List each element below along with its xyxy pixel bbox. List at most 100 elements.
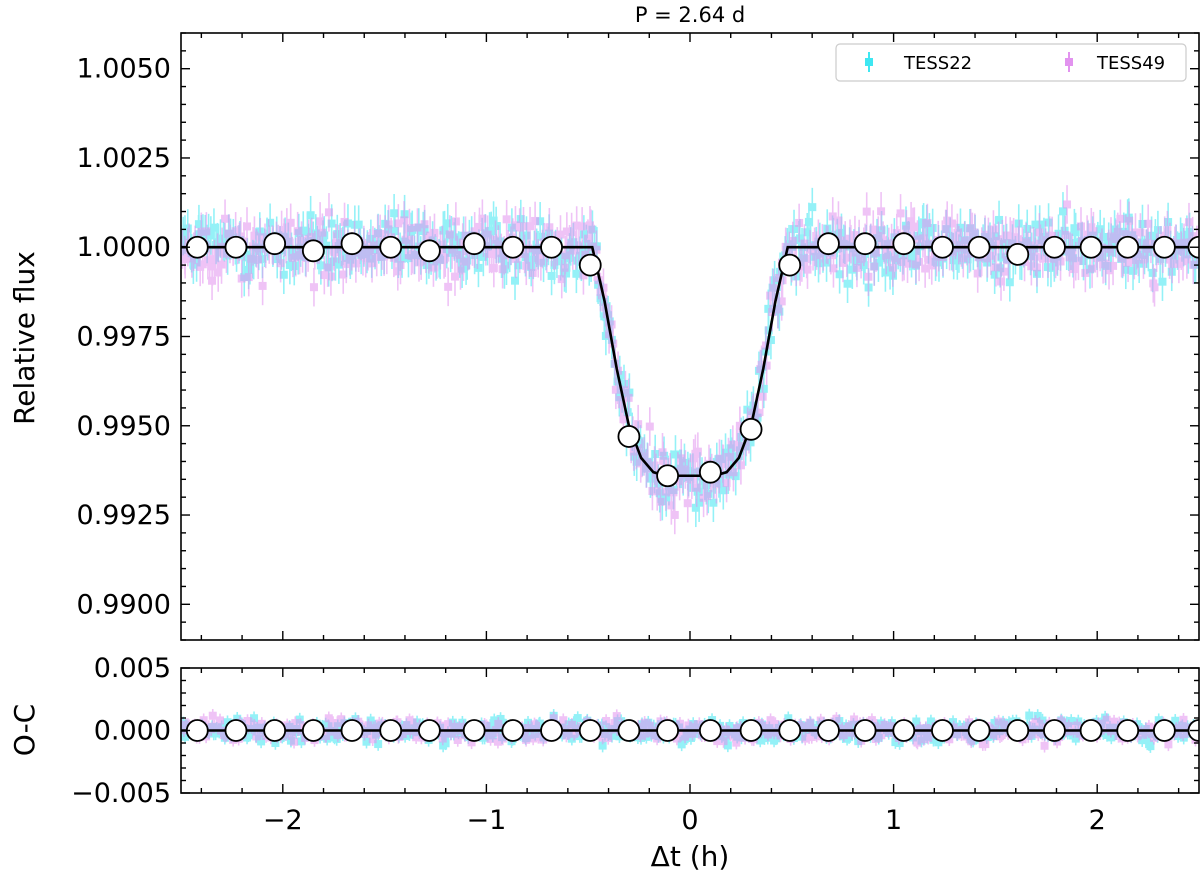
- data-point: [719, 737, 728, 746]
- data-point: [531, 216, 540, 225]
- binned-point: [1079, 719, 1103, 742]
- data-point: [329, 719, 338, 728]
- data-point: [757, 360, 766, 369]
- data-point: [531, 721, 540, 730]
- data-point: [1024, 732, 1033, 741]
- data-point: [881, 268, 890, 277]
- data-point: [849, 248, 858, 257]
- data-point: [522, 261, 531, 270]
- data-point: [441, 727, 450, 736]
- data-point: [766, 716, 775, 725]
- data-point: [326, 272, 335, 281]
- data-point: [366, 234, 375, 243]
- data-point: [237, 274, 246, 283]
- data-point: [803, 265, 812, 274]
- data-point: [492, 249, 501, 258]
- data-point: [456, 266, 465, 275]
- data-point: [864, 272, 873, 281]
- data-point: [661, 487, 670, 496]
- data-point: [1113, 227, 1122, 236]
- data-point: [907, 217, 916, 226]
- data-point: [695, 498, 704, 507]
- data-point: [258, 281, 267, 290]
- data-point: [324, 208, 333, 217]
- binned-point: [817, 232, 840, 256]
- data-point: [850, 231, 859, 240]
- data-point: [1096, 225, 1105, 234]
- data-point: [778, 276, 787, 285]
- data-point: [322, 731, 331, 740]
- data-point: [1093, 253, 1102, 262]
- data-point: [443, 219, 452, 228]
- data-point: [871, 735, 880, 744]
- data-point: [1139, 255, 1148, 264]
- data-point: [247, 254, 256, 263]
- data-point: [500, 251, 509, 260]
- data-point: [1142, 728, 1151, 737]
- data-point: [306, 211, 315, 220]
- data-point: [311, 229, 320, 238]
- data-point: [291, 719, 300, 728]
- data-point: [680, 458, 689, 467]
- data-point: [1025, 711, 1034, 720]
- binned-point: [698, 719, 722, 742]
- data-point: [941, 224, 950, 233]
- data-point: [316, 261, 325, 270]
- data-point: [323, 263, 332, 272]
- data-point: [199, 716, 208, 725]
- data-point: [578, 222, 587, 231]
- data-point: [1171, 239, 1180, 248]
- residuals-panel: −2 −1 0 1 2 −0.005 0.000 0.005 O-C Δt (h): [8, 653, 1200, 873]
- data-point: [814, 259, 823, 268]
- data-point: [451, 217, 460, 226]
- data-point: [932, 253, 941, 262]
- data-point: [571, 246, 580, 255]
- data-point: [829, 264, 838, 273]
- legend-box: [835, 43, 1187, 82]
- data-point: [805, 718, 814, 727]
- binned-point: [817, 719, 840, 742]
- data-point: [1031, 718, 1040, 727]
- data-point: [359, 241, 368, 250]
- data-point: [438, 240, 447, 249]
- data-point: [903, 259, 912, 268]
- data-point: [790, 225, 799, 234]
- x-tick-label: −1: [466, 805, 506, 836]
- binned-point: [1006, 242, 1030, 266]
- data-point: [1138, 736, 1147, 745]
- data-point: [1033, 711, 1042, 720]
- data-point: [677, 730, 686, 739]
- data-point: [561, 251, 570, 260]
- data-point: [916, 724, 925, 733]
- data-point: [181, 255, 190, 264]
- data-point: [834, 216, 843, 225]
- data-point: [912, 717, 921, 726]
- binned-points: [185, 232, 1199, 488]
- data-point: [250, 714, 259, 723]
- data-point: [746, 438, 755, 447]
- binned-point: [656, 464, 680, 488]
- data-point: [487, 249, 496, 258]
- data-point: [581, 250, 590, 259]
- data-point: [586, 224, 595, 233]
- binned-point: [739, 719, 763, 742]
- data-point: [1009, 233, 1018, 242]
- data-point: [1125, 216, 1134, 225]
- data-point: [549, 714, 558, 723]
- data-point: [337, 718, 346, 727]
- binned-point: [224, 719, 248, 742]
- data-point: [841, 236, 850, 245]
- data-point: [1000, 720, 1009, 729]
- data-point: [287, 731, 296, 740]
- data-point: [1135, 259, 1144, 268]
- data-point: [758, 392, 767, 401]
- data-point: [712, 480, 721, 489]
- binned-point: [462, 719, 486, 742]
- data-point: [496, 714, 505, 723]
- data-point: [919, 735, 928, 744]
- data-point: [282, 223, 291, 232]
- data-point: [181, 230, 189, 239]
- data-point: [454, 246, 463, 255]
- data-point: [1079, 257, 1088, 266]
- data-point: [334, 260, 343, 269]
